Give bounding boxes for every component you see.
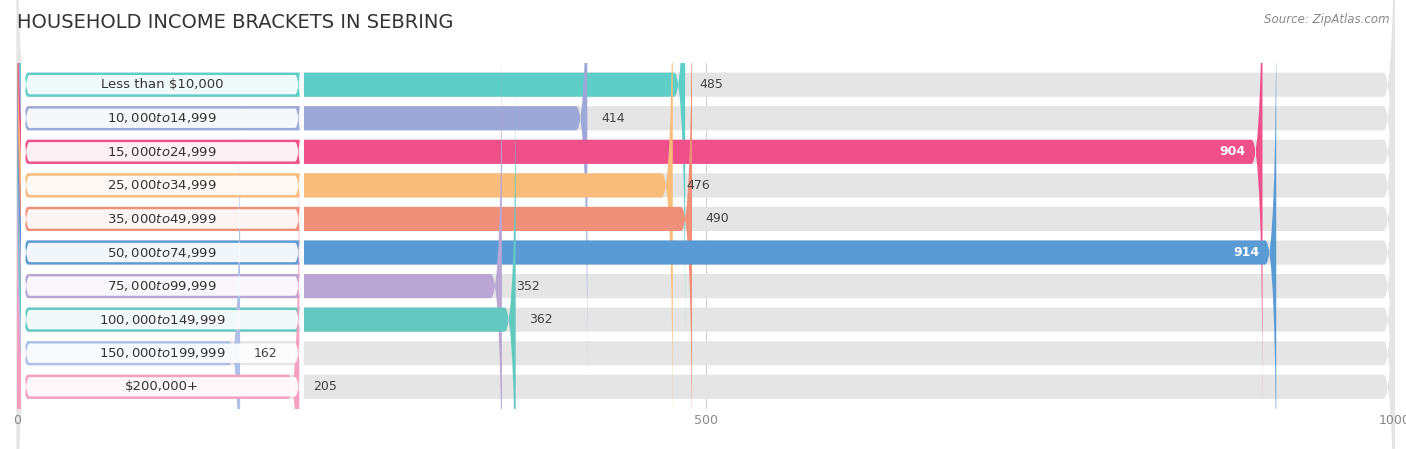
FancyBboxPatch shape (17, 0, 1395, 449)
FancyBboxPatch shape (17, 0, 692, 449)
Text: $50,000 to $74,999: $50,000 to $74,999 (107, 246, 217, 260)
FancyBboxPatch shape (17, 130, 1395, 449)
Text: $35,000 to $49,999: $35,000 to $49,999 (107, 212, 217, 226)
Text: Source: ZipAtlas.com: Source: ZipAtlas.com (1264, 13, 1389, 26)
FancyBboxPatch shape (17, 0, 672, 442)
FancyBboxPatch shape (17, 0, 1395, 442)
Text: $150,000 to $199,999: $150,000 to $199,999 (98, 346, 225, 360)
FancyBboxPatch shape (17, 130, 299, 449)
Text: $200,000+: $200,000+ (125, 380, 200, 393)
Text: $100,000 to $149,999: $100,000 to $149,999 (98, 313, 225, 326)
FancyBboxPatch shape (17, 63, 1395, 449)
Text: 414: 414 (602, 112, 624, 125)
Text: 162: 162 (254, 347, 277, 360)
FancyBboxPatch shape (21, 0, 304, 277)
Text: $75,000 to $99,999: $75,000 to $99,999 (107, 279, 217, 293)
Text: Less than $10,000: Less than $10,000 (101, 78, 224, 91)
Text: 485: 485 (699, 78, 723, 91)
Text: 362: 362 (530, 313, 553, 326)
FancyBboxPatch shape (17, 97, 1395, 449)
Text: 476: 476 (686, 179, 710, 192)
FancyBboxPatch shape (21, 94, 304, 449)
FancyBboxPatch shape (17, 0, 1263, 408)
FancyBboxPatch shape (17, 0, 1395, 374)
FancyBboxPatch shape (21, 195, 304, 449)
FancyBboxPatch shape (21, 61, 304, 444)
FancyBboxPatch shape (21, 128, 304, 449)
Text: 490: 490 (706, 212, 730, 225)
Text: 352: 352 (516, 280, 540, 293)
FancyBboxPatch shape (17, 30, 1395, 449)
Text: $10,000 to $14,999: $10,000 to $14,999 (107, 111, 217, 125)
FancyBboxPatch shape (21, 0, 304, 377)
FancyBboxPatch shape (17, 0, 685, 341)
Text: $15,000 to $24,999: $15,000 to $24,999 (107, 145, 217, 159)
Text: $25,000 to $34,999: $25,000 to $34,999 (107, 178, 217, 192)
FancyBboxPatch shape (17, 0, 588, 374)
FancyBboxPatch shape (17, 0, 1395, 408)
Text: 205: 205 (314, 380, 337, 393)
FancyBboxPatch shape (17, 30, 502, 449)
Text: HOUSEHOLD INCOME BRACKETS IN SEBRING: HOUSEHOLD INCOME BRACKETS IN SEBRING (17, 13, 453, 32)
FancyBboxPatch shape (17, 63, 516, 449)
FancyBboxPatch shape (21, 27, 304, 411)
FancyBboxPatch shape (17, 0, 1395, 449)
FancyBboxPatch shape (17, 0, 1277, 449)
Text: 914: 914 (1233, 246, 1260, 259)
Text: 904: 904 (1220, 145, 1246, 158)
FancyBboxPatch shape (21, 0, 304, 343)
FancyBboxPatch shape (17, 97, 240, 449)
FancyBboxPatch shape (21, 162, 304, 449)
FancyBboxPatch shape (21, 0, 304, 310)
FancyBboxPatch shape (17, 0, 1395, 341)
